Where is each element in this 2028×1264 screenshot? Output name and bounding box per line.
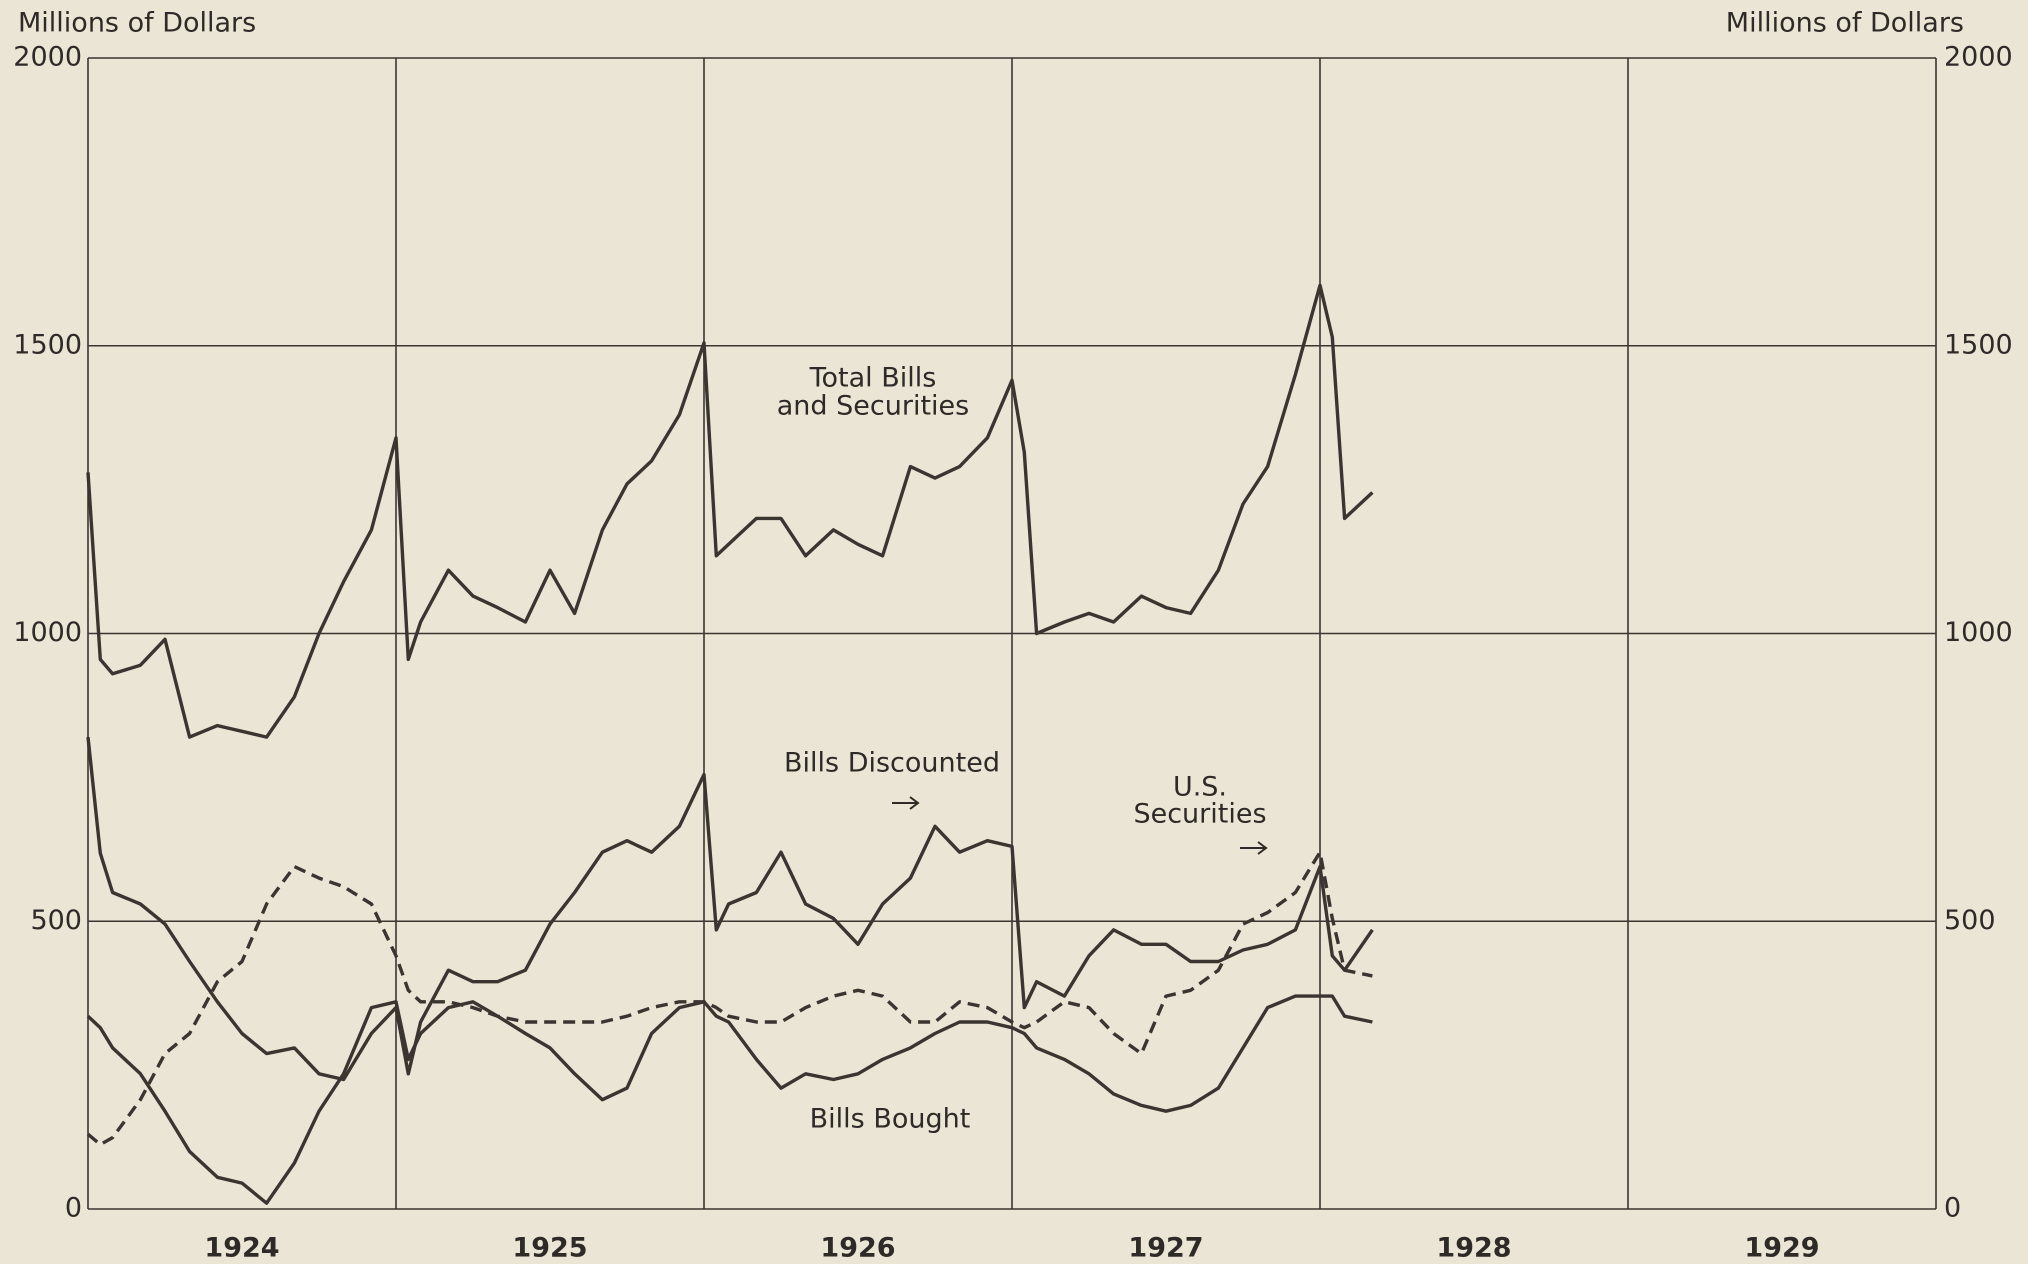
y-axis-label: Millions of Dollars: [18, 8, 256, 39]
x-tick-label: 1925: [512, 1233, 587, 1264]
series-line: [86, 736, 1374, 1082]
x-tick-label: 1924: [204, 1233, 279, 1264]
y2-tick-label: 1500: [1944, 329, 2013, 360]
annotation: Securities: [1133, 799, 1266, 830]
y2-axis-label: Millions of Dollars: [1726, 8, 1964, 39]
y-tick-label: 1500: [13, 329, 82, 360]
y2-tick-label: 2000: [1944, 42, 2013, 73]
annotation: Bills Bought: [810, 1104, 971, 1135]
annotation: and Securities: [777, 391, 969, 422]
annotation: Bills Discounted: [784, 748, 1000, 779]
x-tick-label: 1926: [820, 1233, 895, 1264]
grid: [87, 57, 1937, 1210]
y2-tick-label: 500: [1944, 905, 1996, 936]
series-line: [86, 994, 1373, 1205]
y2-tick-label: 1000: [1944, 617, 2013, 648]
arrow: [892, 796, 1268, 855]
x-tick-label: 1928: [1436, 1233, 1511, 1264]
annotation: U.S.: [1173, 772, 1227, 803]
series-line: [86, 850, 1373, 1147]
x-tick-label: 1929: [1744, 1233, 1819, 1264]
y-tick-label: 500: [30, 905, 82, 936]
y-tick-label: 0: [65, 1193, 82, 1224]
y-tick-label: 1000: [13, 617, 82, 648]
y-tick-label: 2000: [13, 42, 82, 73]
y2-tick-label: 0: [1944, 1193, 1961, 1224]
x-tick-label: 1927: [1128, 1233, 1203, 1264]
series-line: [86, 283, 1374, 739]
annotation: Total Bills: [809, 363, 937, 394]
